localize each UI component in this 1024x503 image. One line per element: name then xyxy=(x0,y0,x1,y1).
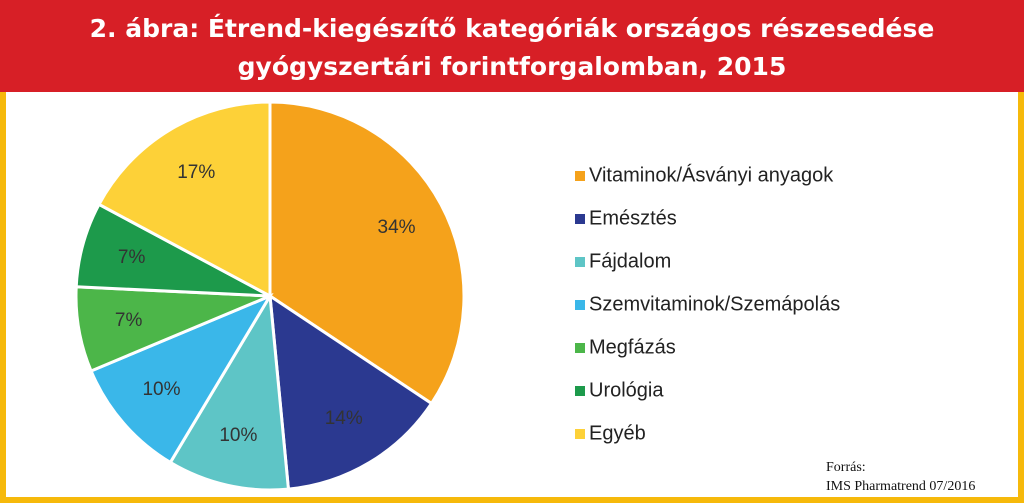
legend-label: Fájdalom xyxy=(589,250,671,272)
pie-slice xyxy=(89,292,274,465)
legend-label: Emésztés xyxy=(589,207,677,229)
legend-label: Szemvitaminok/Szemápolás xyxy=(589,293,840,315)
legend-label: Megfázás xyxy=(589,336,676,358)
value-label: 10% xyxy=(219,425,257,446)
value-label: 17% xyxy=(177,162,215,183)
legend-label: Urológia xyxy=(589,379,664,401)
legend-swatch xyxy=(575,386,585,396)
legend-label: Egyéb xyxy=(589,422,646,444)
legend-swatch xyxy=(575,300,585,310)
value-label: 7% xyxy=(118,247,146,268)
legend-swatch xyxy=(575,171,585,181)
value-label: 14% xyxy=(325,408,363,429)
value-label: 34% xyxy=(378,217,416,238)
legend-swatch xyxy=(575,214,585,224)
pie-slice xyxy=(268,293,434,491)
title-banner xyxy=(0,0,1024,92)
value-label: 10% xyxy=(142,379,180,400)
pie-slice xyxy=(96,100,272,299)
pie-slice xyxy=(168,291,291,492)
legend-swatch xyxy=(575,257,585,267)
legend-swatch xyxy=(575,343,585,353)
chart-title: gyógyszertári forintforgalomban, 2015 xyxy=(238,52,787,81)
legend-label: Vitaminok/Ásványi anyagok xyxy=(589,163,834,186)
value-label: 7% xyxy=(115,310,143,331)
source-label: Forrás: xyxy=(826,460,866,475)
legend-swatch xyxy=(575,429,585,439)
chart-title: 2. ábra: Étrend-kiegészítő kategóriák or… xyxy=(90,14,935,43)
source-text: IMS Pharmatrend 07/2016 xyxy=(826,479,975,494)
